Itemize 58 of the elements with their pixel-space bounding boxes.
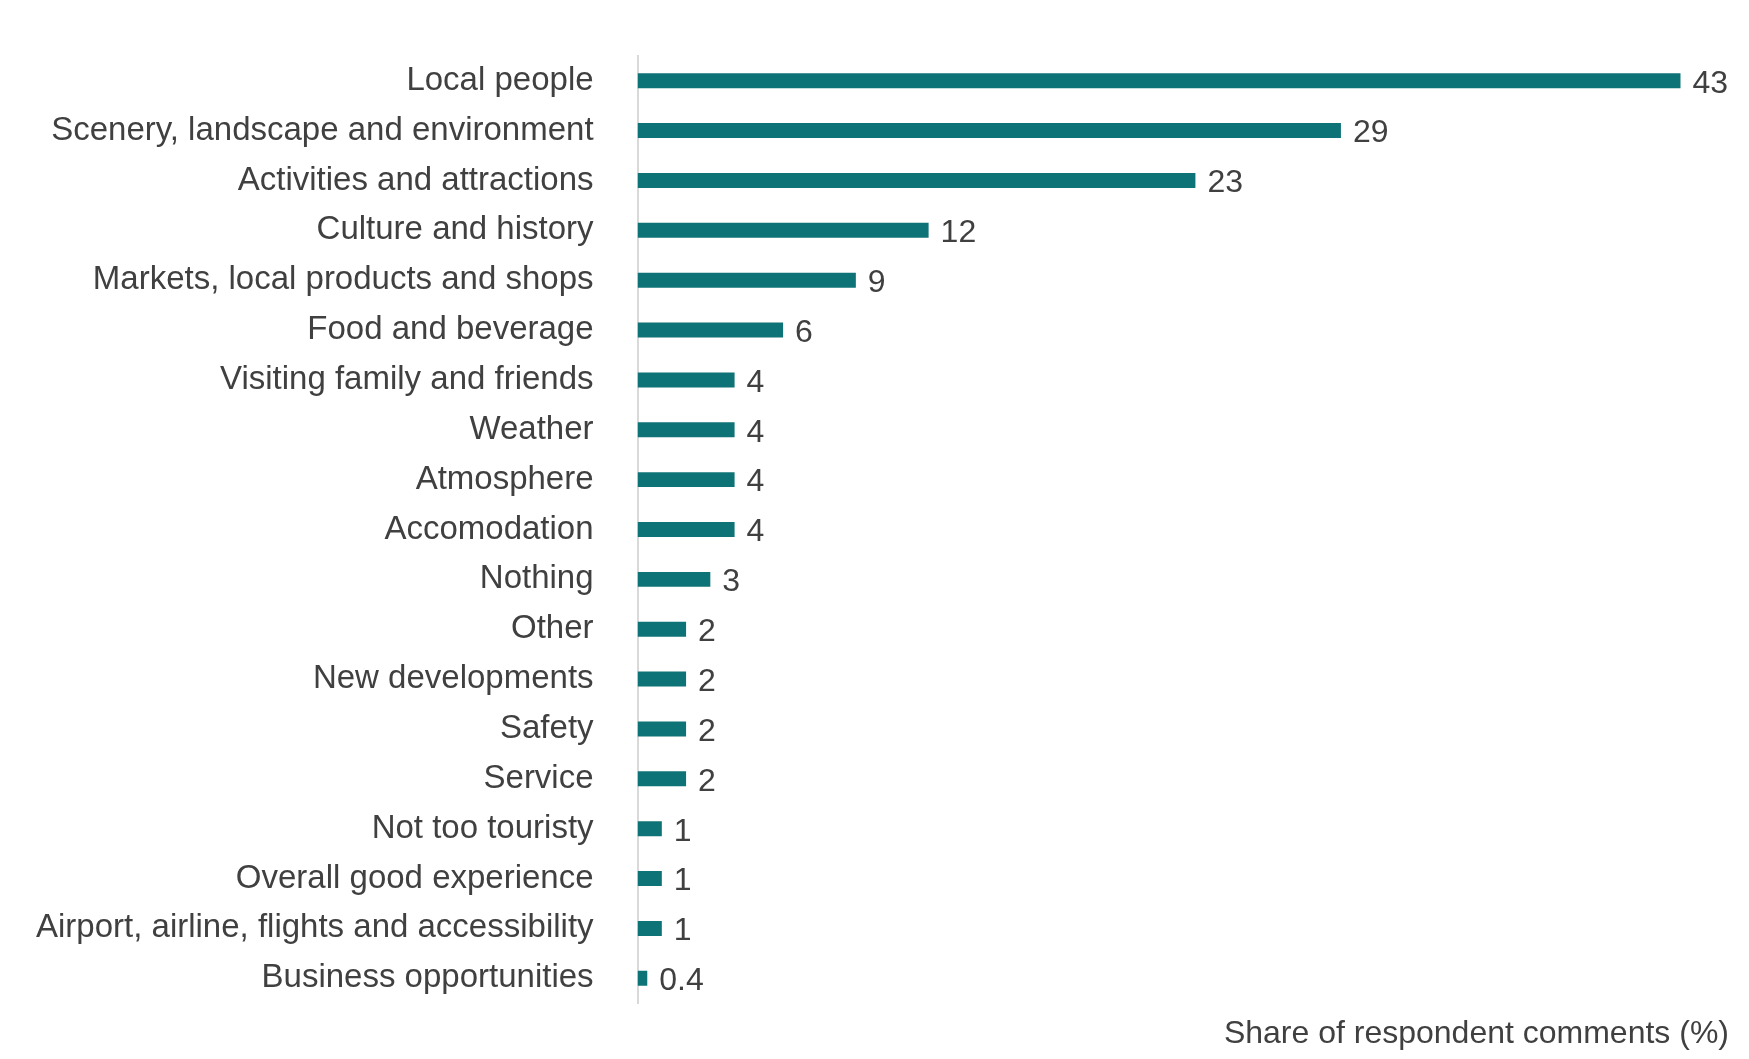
x-axis-title: Share of respondent comments (%)	[1223, 1014, 1729, 1051]
bar	[637, 172, 1196, 188]
bar	[637, 422, 735, 438]
bar	[637, 721, 687, 737]
y-tick-label: Culture and history	[316, 209, 595, 247]
data-label: 4	[746, 362, 765, 399]
bar	[637, 472, 735, 488]
bar	[637, 222, 929, 238]
y-tick-label: Visiting family and friends	[219, 359, 594, 396]
bar	[637, 123, 1341, 139]
y-tick-label: Local people	[406, 59, 594, 97]
bar	[637, 871, 662, 887]
data-label: 2	[698, 661, 716, 698]
data-label: 12	[940, 213, 977, 250]
bar	[637, 621, 687, 637]
data-label: 23	[1207, 163, 1243, 200]
y-tick-label: Airport, airline, flights and accessibility	[35, 907, 595, 945]
data-label: 2	[698, 612, 716, 649]
y-tick-label: Activities and attractions	[237, 159, 594, 197]
data-label: 9	[867, 263, 886, 300]
y-tick-label: Food and beverage	[307, 309, 594, 347]
data-label: 4	[746, 462, 765, 499]
y-tick-label: New developments	[312, 658, 594, 696]
data-label: 4	[746, 412, 765, 449]
y-tick-label: Markets, local products and shops	[92, 259, 594, 297]
bar	[637, 771, 687, 787]
data-label: 4	[746, 512, 765, 549]
bar	[637, 970, 648, 986]
data-label: 2	[698, 711, 716, 748]
data-label: 2	[698, 761, 716, 798]
bar	[637, 272, 856, 288]
y-tick-label: Weather	[469, 408, 594, 446]
data-label: 1	[673, 861, 692, 898]
data-label: 1	[673, 911, 692, 948]
data-label: 0.4	[659, 961, 704, 998]
bar	[637, 73, 1681, 89]
data-label: 1	[673, 811, 692, 848]
y-tick-label: Atmosphere	[415, 458, 594, 496]
y-tick-label: Safety	[500, 708, 595, 746]
y-tick-label: Accomodation	[384, 508, 594, 546]
bar	[637, 372, 735, 388]
y-tick-label: Scenery, landscape and environment	[51, 109, 594, 147]
data-label: 29	[1352, 113, 1389, 150]
bar	[637, 571, 711, 587]
y-tick-label: Other	[511, 608, 594, 646]
bar	[637, 821, 662, 837]
y-tick-label: Overall good experience	[235, 857, 594, 895]
y-tick-label: Nothing	[479, 558, 594, 596]
bar	[637, 522, 735, 537]
bar	[637, 322, 784, 338]
y-tick-label: Business opportunities	[261, 957, 594, 995]
y-tick-label: Not too touristy	[371, 807, 595, 845]
bar	[637, 920, 662, 936]
data-label: 6	[795, 312, 813, 349]
data-label: 43	[1692, 63, 1729, 100]
bar	[637, 671, 687, 687]
y-tick-label: Service	[483, 757, 594, 795]
data-label: 3	[722, 562, 741, 599]
